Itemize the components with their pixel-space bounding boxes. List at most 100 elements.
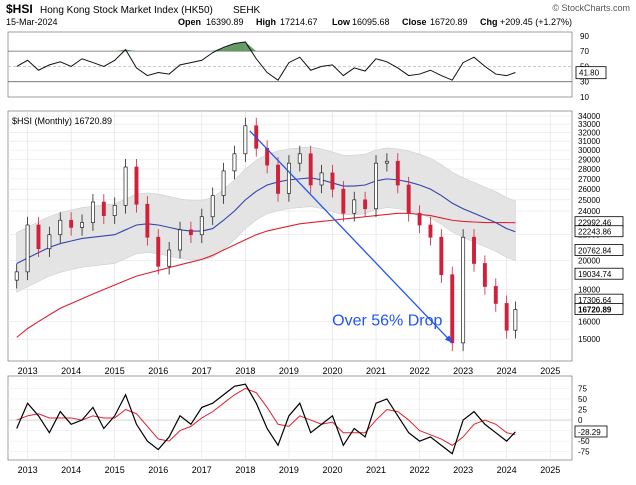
candle-body (243, 125, 248, 155)
high-value: 17214.67 (280, 17, 318, 27)
watermark: © StockCharts.com (552, 3, 630, 13)
price-panel (7, 110, 573, 362)
macd-x-tick-label: 2023 (453, 465, 473, 475)
candle-body (450, 274, 455, 344)
high-label: High (256, 17, 276, 27)
candle-body (58, 219, 63, 236)
macd-layer: 7550250-25-50-75-28.29201320142015201620… (8, 376, 608, 475)
open-value: 16390.89 (206, 17, 244, 27)
price-label-box (574, 225, 624, 238)
rsi-tick-label: 10 (580, 93, 589, 102)
candle-body (90, 201, 95, 223)
candle-body (308, 153, 313, 186)
candle-body (178, 229, 182, 251)
price-label-box (574, 267, 624, 280)
macd-current-value: -28.29 (578, 428, 601, 437)
price-label-box (574, 244, 624, 256)
candle-body (374, 162, 378, 210)
price-x-tick-label: 2015 (105, 366, 125, 376)
rsi-current-value: 41.80 (579, 69, 600, 78)
candle-body (352, 199, 357, 214)
price-tick-label: 33000 (578, 120, 601, 129)
price-label-text: 20762.84 (578, 247, 612, 256)
price-x-tick-label: 2018 (235, 366, 255, 376)
macd-x-tick-label: 2018 (235, 465, 255, 475)
macd-x-tick-label: 2021 (366, 465, 386, 475)
chg-label: Chg (480, 17, 498, 27)
price-label-text: 22243.86 (578, 228, 612, 237)
candle-body (80, 222, 84, 228)
candle-body (439, 236, 444, 276)
candle-body (461, 236, 466, 344)
candle-body (156, 236, 161, 267)
macd-tick-label: 25 (578, 406, 587, 415)
macd-x-tick-label: 2022 (410, 465, 430, 475)
price-tick-label: 26000 (578, 185, 601, 194)
rsi-overbought-fill (114, 49, 126, 52)
header-exchange: SEHK (233, 5, 261, 16)
candle-body (493, 286, 498, 304)
candle-body (472, 236, 476, 264)
candle-body (112, 205, 117, 216)
rsi-tick-label: 90 (580, 32, 589, 41)
price-tick-label: 24000 (578, 207, 601, 216)
rsi-overbought-fill (245, 41, 257, 52)
candle-body (330, 172, 335, 190)
price-x-tick-label: 2024 (497, 366, 517, 376)
price-tick-label: 16000 (578, 318, 601, 327)
price-label-box (574, 303, 624, 315)
candle-body (395, 160, 400, 186)
candle-body (199, 216, 204, 236)
drop-arrow-line (249, 130, 453, 344)
macd-x-tick-label: 2019 (279, 465, 299, 475)
price-x-tick-label: 2016 (148, 366, 168, 376)
candle-body (297, 153, 302, 164)
price-label-text: 16720.89 (578, 306, 612, 315)
macd-tick-label: 0 (578, 416, 583, 425)
price-label-text: 22992.46 (578, 219, 612, 228)
ma-red-line (16, 212, 516, 338)
macd-tick-label: -50 (578, 437, 590, 446)
header-symbol: $HSI (6, 2, 33, 16)
macd-tick-label: -75 (578, 448, 590, 457)
rsi-overbought-fill (234, 41, 246, 52)
open-label: Open (178, 17, 201, 27)
price-tick-label: 29000 (578, 155, 601, 164)
candle-body (319, 172, 324, 186)
candle-body (123, 166, 128, 206)
rsi-layer: 907050301041.80 (8, 32, 607, 102)
price-layer: Over 56% Drop 340003300032000310003000029… (8, 111, 624, 376)
macd-line (16, 383, 516, 455)
price-tick-label: 20000 (578, 257, 601, 266)
price-x-tick-label: 2019 (279, 366, 299, 376)
candle-body (167, 249, 172, 267)
chg-value: +209.45 (+1.27%) (500, 17, 572, 27)
candle-body (384, 160, 389, 164)
price-x-tick-label: 2017 (192, 366, 212, 376)
price-x-tick-label: 2014 (61, 366, 81, 376)
price-tick-label: 25000 (578, 196, 601, 205)
price-panel-title: $HSI (Monthly) 16720.89 (12, 116, 112, 126)
macd-tick-label: 75 (578, 384, 587, 393)
rsi-line (16, 41, 516, 81)
candle-body (145, 203, 150, 238)
macd-x-tick-label: 2017 (192, 465, 212, 475)
price-x-tick-label: 2022 (410, 366, 430, 376)
price-label-text: 19034.74 (578, 270, 612, 279)
candle-body (417, 212, 422, 226)
price-x-tick-label: 2013 (18, 366, 38, 376)
macd-current-box (574, 425, 608, 438)
price-band (16, 146, 516, 293)
drop-annotation: Over 56% Drop (332, 312, 442, 329)
candle-body (232, 153, 237, 172)
price-tick-label: 32000 (578, 129, 601, 138)
price-x-tick-label: 2025 (540, 366, 560, 376)
candle-body (513, 309, 518, 331)
price-tick-label: 15000 (578, 335, 601, 344)
candle-body (504, 303, 509, 331)
low-label: Low (332, 17, 351, 27)
price-tick-label: 34000 (578, 112, 601, 121)
rsi-tick-label: 70 (580, 47, 589, 56)
candle-body (363, 199, 368, 210)
